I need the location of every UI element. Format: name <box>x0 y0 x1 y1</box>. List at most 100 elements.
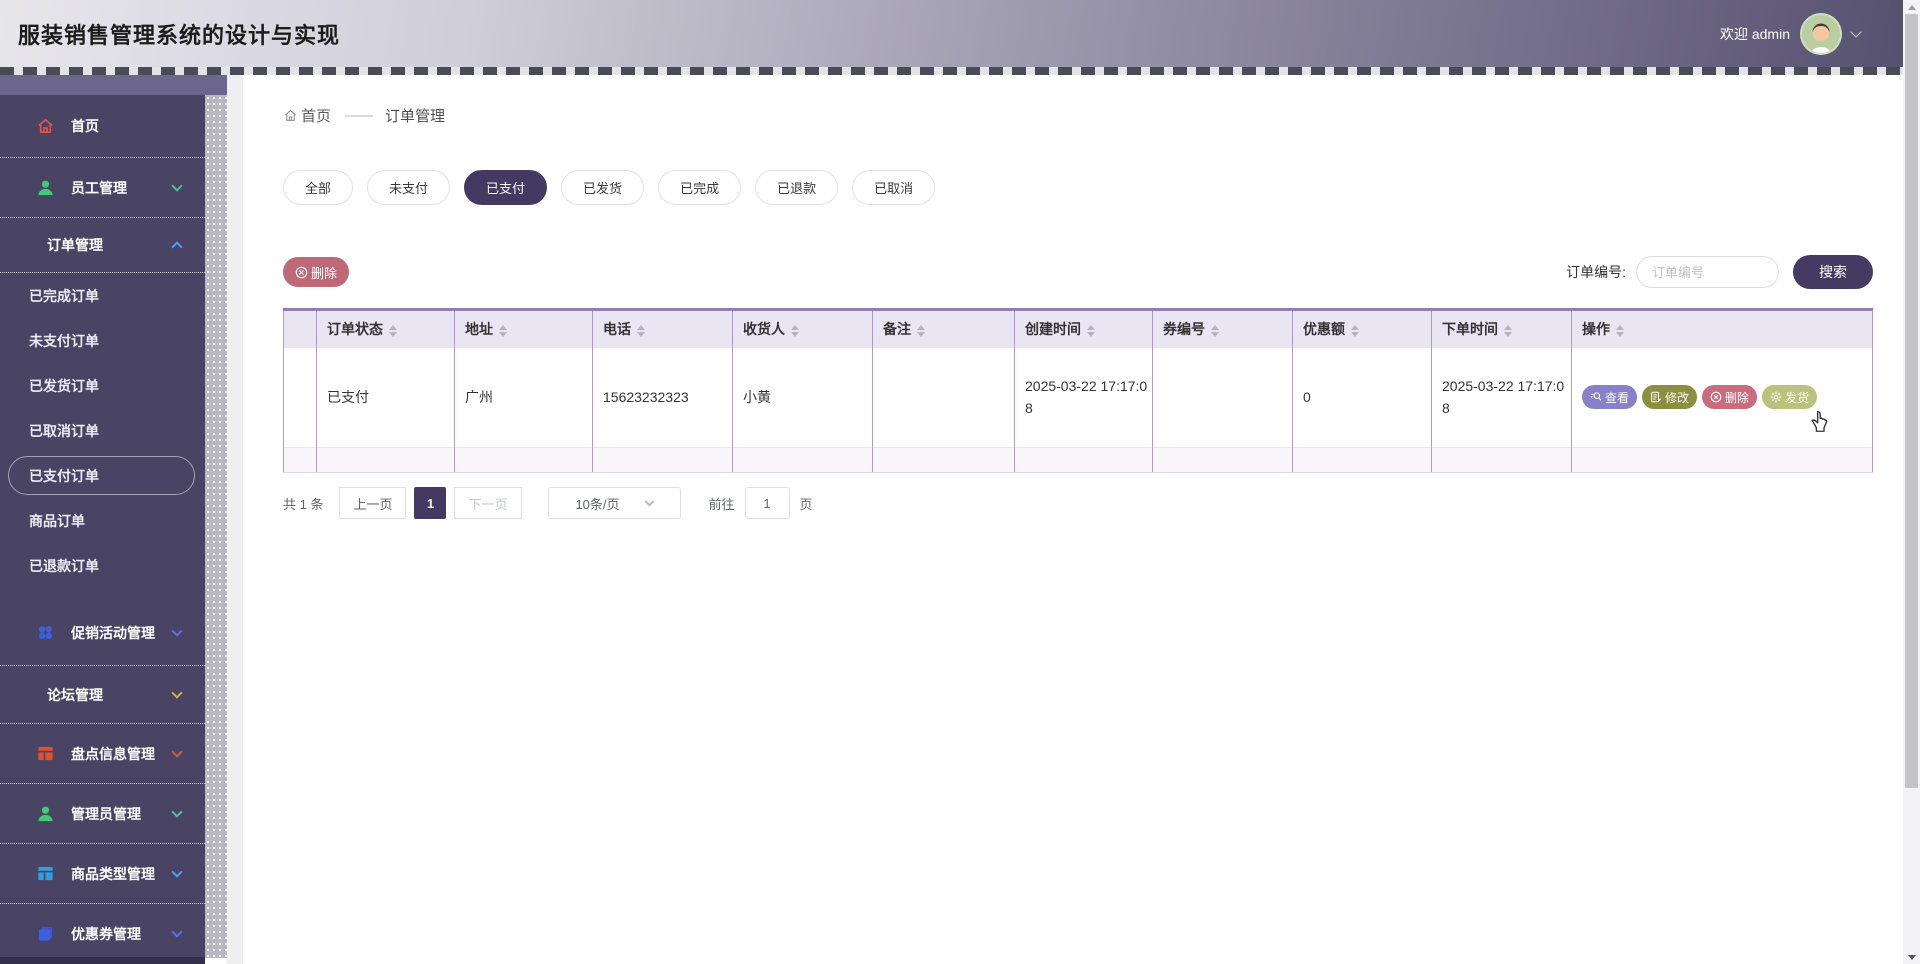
sort-icon[interactable] <box>1504 324 1512 337</box>
filter-tab-unpaid[interactable]: 未支付 <box>367 170 451 205</box>
sort-icon[interactable] <box>1616 324 1624 337</box>
document-edit-icon <box>1651 392 1662 403</box>
filter-tab-completed[interactable]: 已完成 <box>658 170 742 205</box>
filter-tab-shipped[interactable]: 已发货 <box>561 170 645 205</box>
sidebar-item-label: 管理员管理 <box>71 805 141 822</box>
sidebar-item-product-type-mgmt[interactable]: 商品类型管理 <box>0 844 205 904</box>
sort-icon[interactable] <box>1087 324 1095 337</box>
sort-icon[interactable] <box>389 324 397 337</box>
scrollbar-thumb[interactable] <box>1905 14 1918 788</box>
sidebar-item-label: 优惠券管理 <box>71 925 141 942</box>
edit-button[interactable]: 修改 <box>1642 385 1698 410</box>
filter-tab-paid[interactable]: 已支付 <box>464 170 548 205</box>
filter-tab-refunded[interactable]: 已退款 <box>755 170 839 205</box>
table-filler-row <box>283 447 1873 473</box>
active-item-outline <box>8 456 195 495</box>
scroll-up-arrow[interactable] <box>1903 0 1920 14</box>
cell-ordered: 2025-03-22 17:17:08 <box>1431 347 1572 448</box>
breadcrumb-home[interactable]: 首页 <box>283 105 331 126</box>
col-created[interactable]: 创建时间 <box>1014 309 1153 348</box>
vertical-scrollbar[interactable] <box>1903 0 1920 964</box>
welcome-text: 欢迎 admin <box>1719 25 1790 42</box>
search-label: 订单编号: <box>1566 264 1626 280</box>
sidebar-item-forum-mgmt[interactable]: 论坛管理 <box>0 666 205 724</box>
cell-created: 2025-03-22 17:17:08 <box>1014 347 1153 448</box>
col-coupon-no[interactable]: 券编号 <box>1152 309 1293 348</box>
sidebar: 首页 员工管理 订单管理 已完成订单 未支付订单 已发货订单 <box>0 95 205 964</box>
cell-remark <box>872 347 1015 448</box>
col-order-status[interactable]: 订单状态 <box>316 309 455 348</box>
chevron-down-icon <box>644 496 654 507</box>
sort-icon[interactable] <box>917 324 925 337</box>
chevron-down-icon <box>171 179 183 192</box>
col-ordered[interactable]: 下单时间 <box>1431 309 1572 348</box>
search-button[interactable]: 搜索 <box>1793 255 1873 289</box>
avatar[interactable] <box>1800 12 1842 55</box>
col-discount[interactable]: 优惠额 <box>1292 309 1432 348</box>
cell-discount: 0 <box>1292 347 1432 448</box>
main-content: 首页 —— 订单管理 全部 未支付 已支付 已发货 已完成 已退款 已取消 删除… <box>283 75 1873 519</box>
sort-icon[interactable] <box>637 324 645 337</box>
page-size-value: 10条/页 <box>575 496 620 512</box>
chevron-down-icon <box>171 865 183 878</box>
table-toolbar: 删除 订单编号: 搜索 <box>283 255 1873 289</box>
goto-page-input[interactable] <box>744 487 790 519</box>
delete-button[interactable]: 删除 <box>1702 385 1758 410</box>
sidebar-item-unpaid-orders[interactable]: 未支付订单 <box>0 318 205 363</box>
page-size-select[interactable]: 10条/页 <box>547 487 681 519</box>
sidebar-item-label: 促销活动管理 <box>71 624 155 641</box>
order-number-input[interactable] <box>1636 256 1779 288</box>
sidebar-item-refunded-orders[interactable]: 已退款订单 <box>0 543 205 588</box>
sidebar-item-promo-mgmt[interactable]: 促销活动管理 <box>0 600 205 666</box>
sidebar-dots-texture <box>205 95 227 958</box>
cell-order-status: 已支付 <box>316 347 455 448</box>
sidebar-item-label: 商品类型管理 <box>71 865 155 882</box>
sort-icon[interactable] <box>1351 324 1359 337</box>
sidebar-item-cancelled-orders[interactable]: 已取消订单 <box>0 408 205 453</box>
bulk-delete-label: 删除 <box>311 265 338 281</box>
col-receiver[interactable]: 收货人 <box>732 309 873 348</box>
col-actions[interactable]: 操作 <box>1571 309 1873 348</box>
sidebar-item-order-mgmt[interactable]: 订单管理 <box>0 218 205 273</box>
grid-blue-icon <box>36 864 55 883</box>
col-remark[interactable]: 备注 <box>872 309 1015 348</box>
sidebar-item-label: 论坛管理 <box>47 686 103 703</box>
select-column-header[interactable] <box>283 309 317 348</box>
col-address[interactable]: 地址 <box>454 309 593 348</box>
sidebar-item-employee-mgmt[interactable]: 员工管理 <box>0 158 205 218</box>
cell-coupon-no <box>1152 347 1293 448</box>
row-select-cell[interactable] <box>283 347 317 448</box>
view-button[interactable]: 查看 <box>1582 385 1638 410</box>
ship-button[interactable]: 发货 <box>1762 385 1818 410</box>
next-page-button[interactable]: 下一页 <box>454 487 522 519</box>
filter-tab-cancelled[interactable]: 已取消 <box>852 170 936 205</box>
sidebar-item-coupon-mgmt[interactable]: 优惠券管理 <box>0 904 205 964</box>
sort-icon[interactable] <box>1211 324 1219 337</box>
goto-unit: 页 <box>799 496 813 512</box>
user-icon <box>36 178 55 197</box>
sort-icon[interactable] <box>791 324 799 337</box>
coupon-icon <box>36 924 55 943</box>
app-header: 服装销售管理系统的设计与实现 欢迎 admin <box>0 0 1920 67</box>
filter-tab-all[interactable]: 全部 <box>283 170 354 205</box>
sidebar-item-label: 已支付订单 <box>29 467 99 484</box>
sidebar-item-admin-mgmt[interactable]: 管理员管理 <box>0 784 205 844</box>
sidebar-item-product-orders[interactable]: 商品订单 <box>0 498 205 543</box>
sidebar-item-completed-orders[interactable]: 已完成订单 <box>0 273 205 318</box>
sidebar-item-paid-orders[interactable]: 已支付订单 <box>0 453 205 498</box>
prev-page-button[interactable]: 上一页 <box>339 487 407 519</box>
user-menu[interactable]: 欢迎 admin <box>1719 12 1862 55</box>
sort-icon[interactable] <box>499 324 507 337</box>
col-phone[interactable]: 电话 <box>592 309 733 348</box>
bulk-delete-button[interactable]: 删除 <box>283 257 350 287</box>
user-icon <box>36 804 55 823</box>
sidebar-item-shipped-orders[interactable]: 已发货订单 <box>0 363 205 408</box>
sidebar-bottom-strip <box>0 957 205 964</box>
table-row[interactable]: 已支付 广州 15623232323 小黄 2025-03-22 17:17:0… <box>283 347 1873 448</box>
sidebar-item-label: 商品订单 <box>29 512 85 529</box>
current-page[interactable]: 1 <box>414 487 447 519</box>
scroll-down-arrow[interactable] <box>1903 950 1920 964</box>
breadcrumb: 首页 —— 订单管理 <box>283 105 1873 126</box>
sidebar-item-home[interactable]: 首页 <box>0 95 205 158</box>
sidebar-item-inventory-mgmt[interactable]: 盘点信息管理 <box>0 724 205 784</box>
